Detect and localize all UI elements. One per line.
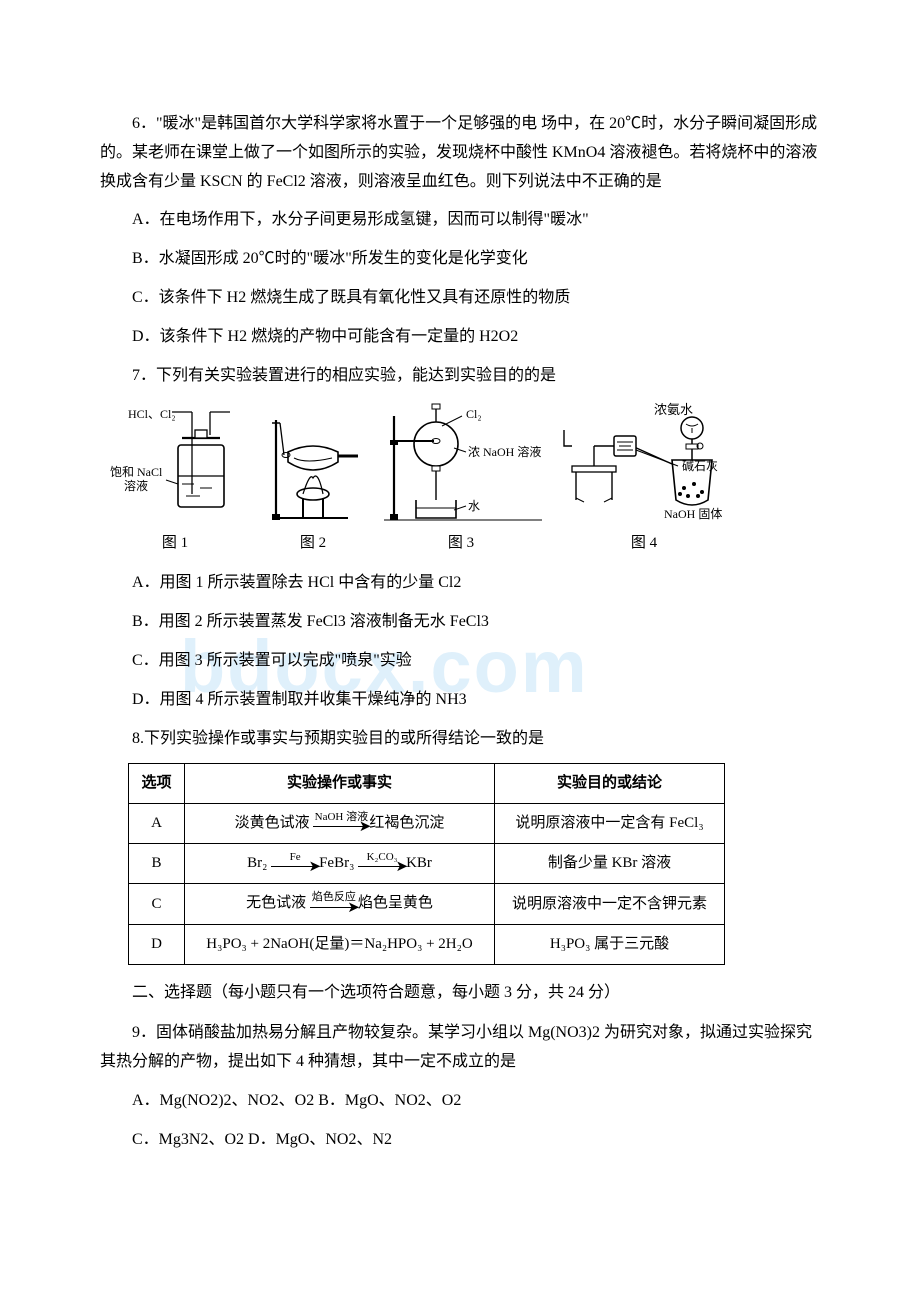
q9-option-cd: C．Mg3N2、O2 D．MgO、NO2、N2 [100,1126,820,1155]
q8-th-1: 实验操作或事实 [185,764,495,804]
fig1-inlet-label: HCl、Cl₂ [128,407,176,421]
q8-row-C-opt: C [129,884,185,924]
q8-table-wrap: 选项 实验操作或事实 实验目的或结论 A淡黄色试液 NaOH 溶液➤红褐色沉淀说… [128,763,820,964]
q7-figures: HCl、Cl₂ 饱和 NaCl 溶液 [100,400,820,557]
q8-th-0: 选项 [129,764,185,804]
q7-fig2: 图 2 [258,400,368,557]
q8-row-C: C无色试液 焰色反应➤焰色呈黄色说明原溶液中一定不含钾元素 [129,884,725,924]
q7-stem: 7．下列有关实验装置进行的相应实验，能达到实验目的的是 [100,362,820,391]
q8-row-A-operation: 淡黄色试液 NaOH 溶液➤红褐色沉淀 [185,804,495,844]
q7-option-c: C．用图 3 所示装置可以完成"喷泉"实验 [100,647,820,676]
q8-row-B: BBr₂ Fe➤FeBr₃ K₂CO₃➤KBr 制备少量 KBr 溶液 [129,844,725,884]
fig4-lime-label: 碱石灰 [682,459,718,473]
q8-table-header-row: 选项 实验操作或事实 实验目的或结论 [129,764,725,804]
q6-option-d: D．该条件下 H2 燃烧的产物中可能含有一定量的 H2O2 [100,323,820,352]
q8-table: 选项 实验操作或事实 实验目的或结论 A淡黄色试液 NaOH 溶液➤红褐色沉淀说… [128,763,725,964]
q6-option-a: A．在电场作用下，水分子间更易形成氢键，因而可以制得"暖冰" [100,206,820,235]
q7-fig1: HCl、Cl₂ 饱和 NaCl 溶液 [100,400,250,557]
fig1-liquid-label-2: 溶液 [124,478,148,493]
q8-row-A-opt: A [129,804,185,844]
fig3-water-label: 水 [468,499,480,513]
q8-th-2: 实验目的或结论 [495,764,725,804]
q9-option-ab: A．Mg(NO2)2、NO2、O2 B．MgO、NO2、O2 [100,1087,820,1116]
q7-fig3-svg: Cl₂ 浓 NaOH 溶液 水 [376,400,546,528]
q7-fig4: 浓氨水 NaOH 固体 碱石灰 [554,400,734,557]
fig3-sol-label: 浓 NaOH 溶液 [468,444,541,459]
q8-row-A: A淡黄色试液 NaOH 溶液➤红褐色沉淀说明原溶液中一定含有 FeCl₃ [129,804,725,844]
fig4-top-label: 浓氨水 [654,402,693,417]
q7-fig2-svg [258,400,368,528]
q7-option-d: D．用图 4 所示装置制取并收集干燥纯净的 NH3 [100,686,820,715]
q7-option-a: A．用图 1 所示装置除去 HCl 中含有的少量 Cl2 [100,569,820,598]
q8-row-B-opt: B [129,844,185,884]
q7-fig3-label: 图 3 [448,530,474,557]
fig3-gas-label: Cl₂ [466,407,482,421]
q7-fig4-label: 图 4 [631,530,657,557]
q8-row-C-operation: 无色试液 焰色反应➤焰色呈黄色 [185,884,495,924]
q7-fig3: Cl₂ 浓 NaOH 溶液 水 图 3 [376,400,546,557]
q7-fig1-svg: HCl、Cl₂ 饱和 NaCl 溶液 [100,400,250,528]
q7-fig2-label: 图 2 [300,530,326,557]
q6-stem: 6．"暖冰"是韩国首尔大学科学家将水置于一个足够强的电 场中，在 20℃时，水分… [100,110,820,196]
q8-row-B-operation: Br₂ Fe➤FeBr₃ K₂CO₃➤KBr [185,844,495,884]
q6-option-b: B．水凝固形成 20℃时的"暖冰"所发生的变化是化学变化 [100,245,820,274]
q8-row-C-conclusion: 说明原溶液中一定不含钾元素 [495,884,725,924]
q8-row-A-conclusion: 说明原溶液中一定含有 FeCl₃ [495,804,725,844]
q8-row-D: DH₃PO₃ + 2NaOH(足量)＝Na₂HPO₃ + 2H₂OH₃PO₃ 属… [129,924,725,964]
q6-option-c: C．该条件下 H2 燃烧生成了既具有氧化性又具有还原性的物质 [100,284,820,313]
q8-row-D-opt: D [129,924,185,964]
page-content: 6．"暖冰"是韩国首尔大学科学家将水置于一个足够强的电 场中，在 20℃时，水分… [100,110,820,1155]
q8-row-B-conclusion: 制备少量 KBr 溶液 [495,844,725,884]
q7-fig1-label: 图 1 [162,530,188,557]
q8-stem: 8.下列实验操作或事实与预期实验目的或所得结论一致的是 [100,725,820,754]
q8-tbody: A淡黄色试液 NaOH 溶液➤红褐色沉淀说明原溶液中一定含有 FeCl₃BBr₂… [129,804,725,964]
q9-stem: 9．固体硝酸盐加热易分解且产物较复杂。某学习小组以 Mg(NO3)2 为研究对象… [100,1019,820,1077]
q8-row-D-operation: H₃PO₃ + 2NaOH(足量)＝Na₂HPO₃ + 2H₂O [185,924,495,964]
section-2-heading: 二、选择题（每小题只有一个选项符合题意，每小题 3 分，共 24 分） [100,979,820,1008]
q7-option-b: B．用图 2 所示装置蒸发 FeCl3 溶液制备无水 FeCl3 [100,608,820,637]
fig1-liquid-label-1: 饱和 NaCl [110,464,163,479]
fig4-solid-label: NaOH 固体 [664,507,722,521]
q7-fig4-svg: 浓氨水 NaOH 固体 碱石灰 [554,400,734,528]
q8-row-D-conclusion: H₃PO₃ 属于三元酸 [495,924,725,964]
